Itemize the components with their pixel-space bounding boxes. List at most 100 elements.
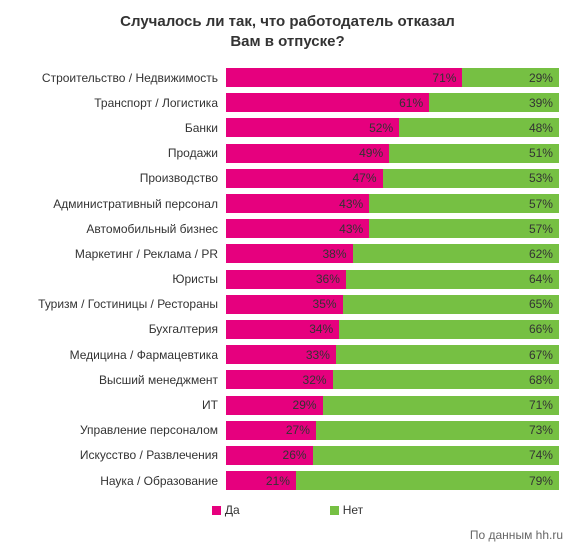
- row-label: Автомобильный бизнес: [16, 222, 226, 236]
- chart-row: ИТ 29% 71%: [16, 392, 559, 417]
- bar-value-no: 71%: [529, 398, 553, 412]
- chart-row: Высший менеджмент 32% 68%: [16, 367, 559, 392]
- legend-label-yes: Да: [225, 503, 240, 517]
- row-label: Продажи: [16, 146, 226, 160]
- bar-segment-yes: 38%: [226, 244, 353, 263]
- bar-value-yes: 35%: [313, 297, 337, 311]
- bar-segment-yes: 71%: [226, 68, 462, 87]
- chart-row: Искусство / Развлечения26%74%: [16, 443, 559, 468]
- bar-value-no: 67%: [529, 348, 553, 362]
- bar-track: 35% 65%: [226, 295, 559, 314]
- chart-row: Производство47%53%: [16, 166, 559, 191]
- row-label: Транспорт / Логистика: [16, 96, 226, 110]
- bar-value-yes: 71%: [432, 71, 456, 85]
- chart-row: Продажи49%51%: [16, 141, 559, 166]
- bar-track: 61% 39%: [226, 93, 559, 112]
- bar-track: 21% 79%: [226, 471, 559, 490]
- row-label: Туризм / Гостиницы / Рестораны: [16, 297, 226, 311]
- bar-value-yes: 27%: [286, 423, 310, 437]
- chart-legend: Да Нет: [16, 503, 559, 517]
- chart-row: Наука / Образование 21% 79%: [16, 468, 559, 493]
- legend-label-no: Нет: [343, 503, 363, 517]
- legend-item-yes: Да: [212, 503, 240, 517]
- bar-value-no: 74%: [529, 448, 553, 462]
- row-label: Банки: [16, 121, 226, 135]
- bar-segment-yes: 33%: [226, 345, 336, 364]
- bar-segment-yes: 43%: [226, 194, 369, 213]
- chart-rows: Строительство / Недвижимость71%29%Трансп…: [16, 65, 559, 493]
- bar-value-yes: 29%: [293, 398, 317, 412]
- bar-segment-no: 57%: [369, 219, 559, 238]
- bar-track: 26% 74%: [226, 446, 559, 465]
- bar-value-no: 73%: [529, 423, 553, 437]
- chart-row: Транспорт / Логистика 61% 39%: [16, 90, 559, 115]
- bar-track: 34% 66%: [226, 320, 559, 339]
- bar-segment-no: 48%: [399, 118, 559, 137]
- bar-value-yes: 33%: [306, 348, 330, 362]
- row-label: Производство: [16, 171, 226, 185]
- bar-segment-no: 68%: [333, 370, 559, 389]
- bar-track: 52%48%: [226, 118, 559, 137]
- chart-title-line2: Вам в отпуске?: [230, 33, 344, 50]
- bar-value-no: 48%: [529, 121, 553, 135]
- bar-value-no: 66%: [529, 322, 553, 336]
- row-label: Наука / Образование: [16, 474, 226, 488]
- bar-segment-no: 62%: [353, 244, 559, 263]
- chart-row: Банки52%48%: [16, 115, 559, 140]
- bar-segment-yes: 21%: [226, 471, 296, 490]
- bar-segment-no: 65%: [343, 295, 559, 314]
- bar-value-no: 64%: [529, 272, 553, 286]
- bar-track: 36% 64%: [226, 270, 559, 289]
- chart-row: Бухгалтерия 34% 66%: [16, 317, 559, 342]
- bar-track: 27% 73%: [226, 421, 559, 440]
- bar-segment-no: 29%: [462, 68, 559, 87]
- bar-segment-no: 53%: [383, 169, 559, 188]
- row-label: Медицина / Фармацевтика: [16, 348, 226, 362]
- bar-track: 29% 71%: [226, 396, 559, 415]
- bar-value-yes: 34%: [309, 322, 333, 336]
- bar-value-no: 68%: [529, 373, 553, 387]
- chart-row: Юристы 36% 64%: [16, 267, 559, 292]
- bar-segment-no: 79%: [296, 471, 559, 490]
- bar-segment-no: 71%: [323, 396, 559, 415]
- bar-track: 33% 67%: [226, 345, 559, 364]
- bar-value-yes: 26%: [283, 448, 307, 462]
- row-label: Юристы: [16, 272, 226, 286]
- bar-value-no: 79%: [529, 474, 553, 488]
- bar-segment-yes: 32%: [226, 370, 333, 389]
- chart-title: Случалось ли так, что работодатель отказ…: [16, 12, 559, 51]
- bar-segment-no: 73%: [316, 421, 559, 440]
- row-label: ИТ: [16, 398, 226, 412]
- bar-segment-yes: 27%: [226, 421, 316, 440]
- bar-track: 49%51%: [226, 144, 559, 163]
- bar-segment-no: 57%: [369, 194, 559, 213]
- bar-value-no: 53%: [529, 171, 553, 185]
- row-label: Административный персонал: [16, 197, 226, 211]
- chart-container: Случалось ли так, что работодатель отказ…: [0, 0, 575, 517]
- bar-value-yes: 61%: [399, 96, 423, 110]
- chart-row: Управление персоналом27%73%: [16, 418, 559, 443]
- bar-segment-no: 39%: [429, 93, 559, 112]
- bar-value-yes: 21%: [266, 474, 290, 488]
- bar-value-yes: 43%: [339, 197, 363, 211]
- bar-value-no: 39%: [529, 96, 553, 110]
- chart-row: Туризм / Гостиницы / Рестораны 35% 65%: [16, 292, 559, 317]
- bar-value-no: 51%: [529, 146, 553, 160]
- bar-segment-no: 51%: [389, 144, 559, 163]
- bar-segment-yes: 34%: [226, 320, 339, 339]
- bar-segment-yes: 36%: [226, 270, 346, 289]
- bar-value-yes: 38%: [323, 247, 347, 261]
- bar-value-yes: 36%: [316, 272, 340, 286]
- bar-track: 32% 68%: [226, 370, 559, 389]
- bar-track: 71% 29%: [226, 68, 559, 87]
- bar-segment-yes: 29%: [226, 396, 323, 415]
- bar-segment-no: 67%: [336, 345, 559, 364]
- row-label: Высший менеджмент: [16, 373, 226, 387]
- bar-value-no: 29%: [529, 71, 553, 85]
- bar-value-no: 57%: [529, 197, 553, 211]
- bar-value-yes: 32%: [303, 373, 327, 387]
- bar-segment-no: 64%: [346, 270, 559, 289]
- bar-segment-yes: 43%: [226, 219, 369, 238]
- bar-value-no: 62%: [529, 247, 553, 261]
- row-label: Бухгалтерия: [16, 322, 226, 336]
